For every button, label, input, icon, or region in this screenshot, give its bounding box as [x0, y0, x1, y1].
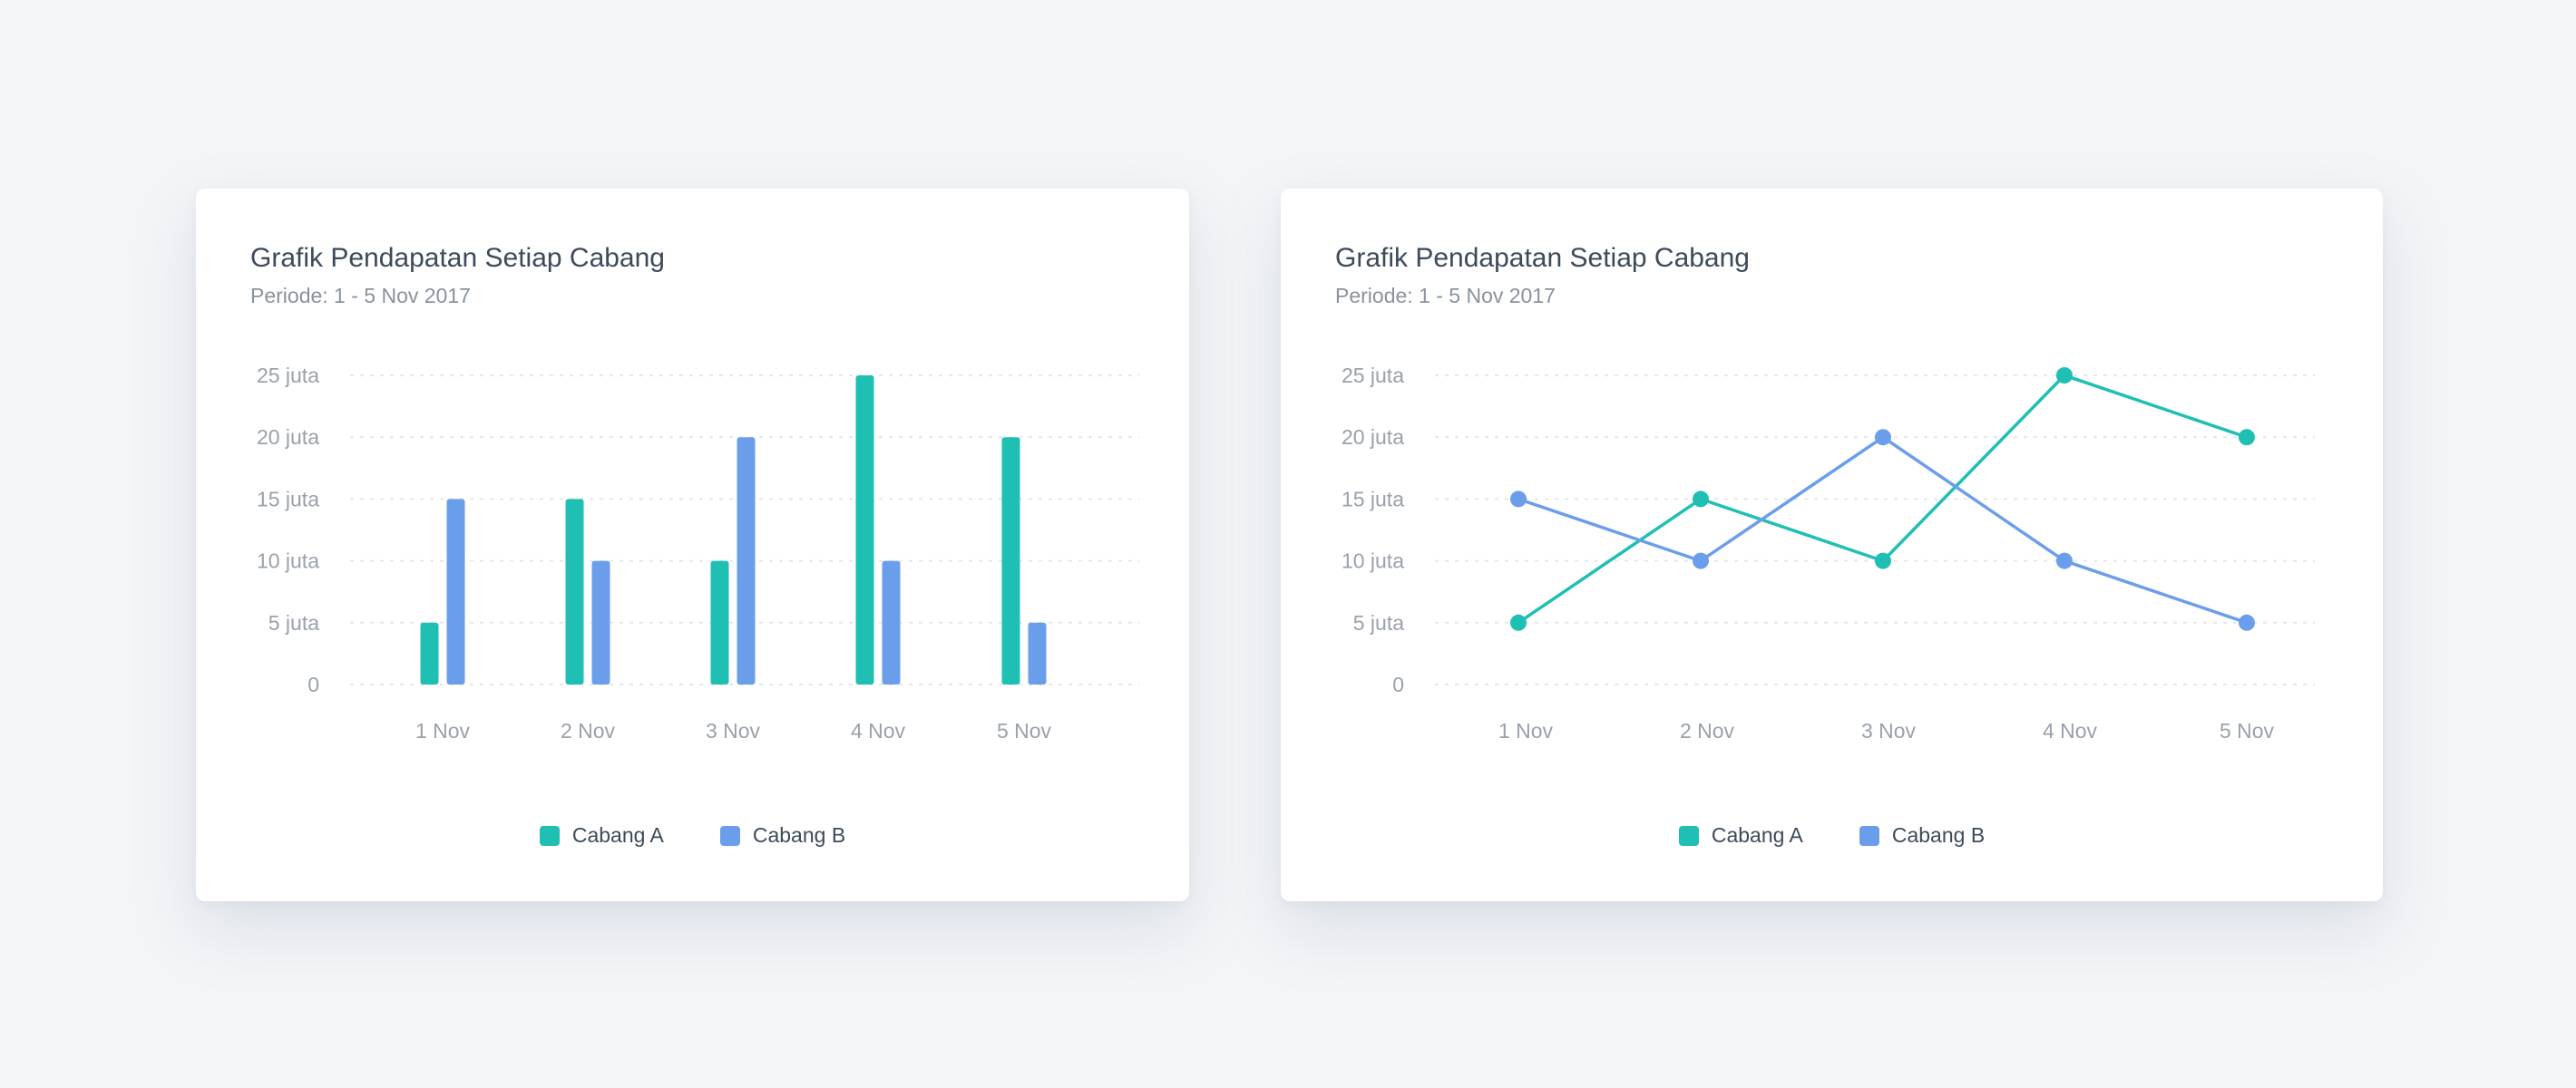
legend-swatch-cabang-a — [539, 825, 560, 846]
legend-swatch-cabang-b — [1859, 825, 1879, 846]
y-tick-label: 10 juta — [257, 549, 319, 573]
y-tick-label: 25 juta — [1342, 364, 1404, 387]
y-tick-label: 10 juta — [1342, 549, 1404, 573]
bar-cabang-b-1-nov — [446, 499, 465, 685]
point-cabang-a-2-nov — [1693, 491, 1709, 508]
legend-item-cabang-a: Cabang A — [1678, 823, 1803, 848]
y-tick-label: 15 juta — [1342, 487, 1404, 510]
bar-cabang-b-5-nov — [1028, 622, 1047, 685]
point-cabang-a-4-nov — [2056, 367, 2073, 384]
point-cabang-a-3-nov — [1875, 552, 1891, 569]
line-chart-subtitle: Periode: 1 - 5 Nov 2017 — [1335, 284, 1556, 307]
legend-label-cabang-a: Cabang A — [1711, 823, 1803, 847]
legend-item-cabang-b: Cabang B — [1859, 823, 1985, 848]
y-tick-label: 15 juta — [257, 487, 319, 510]
bar-cabang-a-2-nov — [565, 499, 584, 685]
x-tick-label: 1 Nov — [415, 719, 471, 743]
x-tick-label: 1 Nov — [1498, 719, 1554, 743]
bar-cabang-a-1-nov — [420, 622, 439, 685]
y-tick-label: 25 juta — [257, 364, 319, 387]
x-tick-label: 4 Nov — [851, 719, 906, 743]
bar-cabang-b-4-nov — [882, 560, 901, 685]
bar-cabang-a-3-nov — [710, 560, 729, 685]
x-tick-label: 5 Nov — [997, 719, 1052, 743]
line-chart-title: Grafik Pendapatan Setiap Cabang — [1335, 243, 1750, 273]
point-cabang-b-5-nov — [2239, 614, 2255, 631]
x-tick-label: 3 Nov — [1861, 719, 1917, 743]
y-tick-label: 20 juta — [1342, 425, 1404, 449]
legend-swatch-cabang-b — [719, 825, 740, 846]
x-tick-label: 3 Nov — [706, 719, 761, 743]
line-chart-plot: 0 5 juta 10 juta 15 juta 20 juta 25 juta 1 Nov… — [1342, 364, 2315, 743]
bar-cabang-a-4-nov — [855, 375, 874, 685]
x-tick-label: 5 Nov — [2220, 719, 2275, 743]
legend-item-cabang-b: Cabang B — [719, 823, 846, 848]
y-tick-label: 5 juta — [1353, 611, 1404, 635]
bar-cabang-b-2-nov — [591, 560, 610, 685]
point-cabang-b-4-nov — [2056, 552, 2073, 569]
legend-label-cabang-b: Cabang B — [1891, 823, 1986, 847]
point-cabang-b-2-nov — [1693, 552, 1709, 569]
y-tick-label: 0 — [307, 673, 319, 696]
bar-cabang-b-3-nov — [737, 437, 756, 685]
bar-chart-legend: Cabang A Cabang B — [196, 823, 1189, 848]
point-cabang-a-1-nov — [1510, 614, 1527, 631]
bar-chart-subtitle: Periode: 1 - 5 Nov 2017 — [250, 284, 471, 307]
x-tick-label: 2 Nov — [1680, 719, 1735, 743]
point-cabang-b-1-nov — [1510, 491, 1527, 508]
point-cabang-b-3-nov — [1875, 429, 1891, 446]
y-tick-label: 0 — [1392, 673, 1404, 696]
bar-chart-card: Grafik Pendapatan Setiap Cabang Periode:… — [196, 189, 1189, 901]
point-cabang-a-5-nov — [2239, 429, 2255, 446]
bar-cabang-a-5-nov — [1001, 437, 1020, 685]
x-tick-label: 4 Nov — [2043, 719, 2098, 743]
legend-label-cabang-a: Cabang A — [571, 823, 664, 847]
legend-label-cabang-b: Cabang B — [752, 823, 846, 847]
series-line-cabang-b — [1517, 435, 2249, 625]
legend-swatch-cabang-a — [1678, 825, 1699, 846]
y-tick-label: 5 juta — [268, 611, 319, 635]
line-chart-legend: Cabang A Cabang B — [1281, 823, 2383, 848]
legend-item-cabang-a: Cabang A — [539, 823, 664, 848]
x-tick-label: 2 Nov — [561, 719, 616, 743]
bar-chart-title: Grafik Pendapatan Setiap Cabang — [250, 243, 665, 273]
bar-chart-plot: 0 5 juta 10 juta 15 juta 20 juta 25 juta 1 Nov… — [257, 364, 1139, 743]
line-chart-card: Grafik Pendapatan Setiap Cabang Periode:… — [1281, 189, 2383, 901]
y-tick-label: 20 juta — [257, 425, 319, 449]
